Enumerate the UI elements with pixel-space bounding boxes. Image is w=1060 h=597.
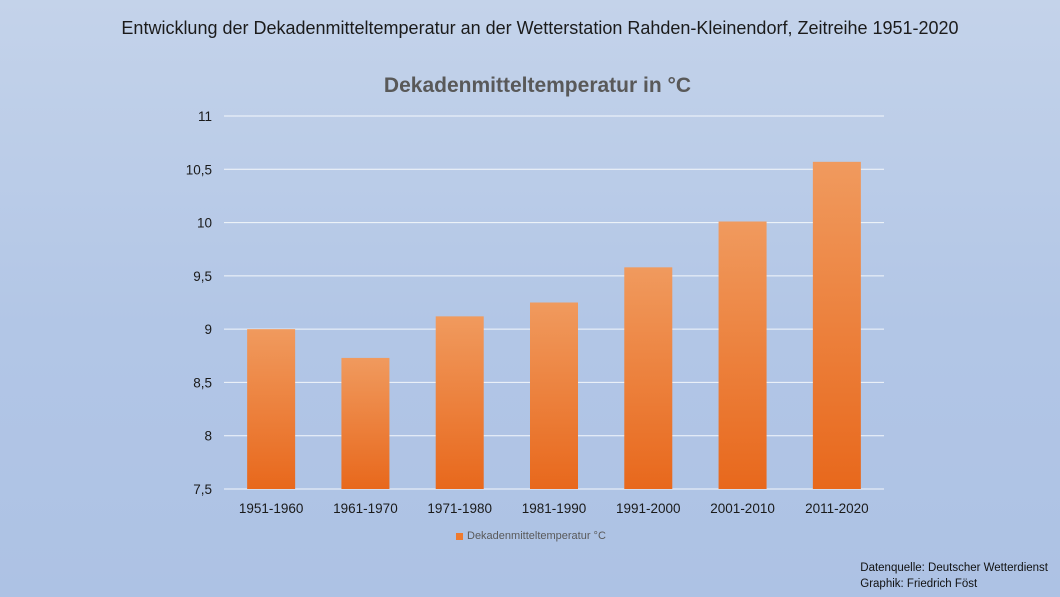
bar-1951-1960 <box>247 329 296 489</box>
figure-headline: Entwicklung der Dekadenmitteltemperatur … <box>121 18 959 38</box>
bar-2001-2010 <box>718 221 767 489</box>
chart-title: Dekadenmitteltemperatur in °C <box>383 74 692 97</box>
y-tick-label: 8,5 <box>193 375 212 390</box>
y-tick-label: 9 <box>204 322 212 337</box>
x-axis-tick-labels: 1951-1960 1961-1970 1971-1980 1981-1990 1991… <box>239 501 869 516</box>
footer-credits: Datenquelle: Deutscher Wetterdienst Grap… <box>860 560 1048 592</box>
y-tick-label: 7,5 <box>193 482 212 497</box>
bar-2011-2020 <box>812 161 861 489</box>
x-tick-label: 1991-2000 <box>616 501 681 516</box>
bar-1991-2000 <box>624 267 673 489</box>
gridlines <box>224 115 884 490</box>
x-tick-label: 1961-1970 <box>333 501 398 516</box>
legend: Dekadenmitteltemperatur °C <box>456 530 606 542</box>
y-axis-tick-labels: 7,5 8 8,5 9 9,5 10 10,5 11 <box>186 109 212 497</box>
bar-1961-1970 <box>341 357 390 489</box>
x-tick-label: 1971-1980 <box>427 501 492 516</box>
legend-swatch <box>456 532 463 540</box>
y-tick-label: 11 <box>198 109 212 124</box>
x-tick-label: 2011-2020 <box>805 501 869 516</box>
y-tick-label: 8 <box>204 429 212 444</box>
y-tick-label: 10,5 <box>186 162 212 177</box>
legend-label: Dekadenmitteltemperatur °C <box>467 530 606 542</box>
graphic-credit-text: Graphik: Friedrich Föst <box>860 578 978 590</box>
x-tick-label: 1981-1990 <box>522 501 587 516</box>
y-tick-label: 9,5 <box>193 269 212 284</box>
y-tick-label: 10 <box>197 216 212 231</box>
x-tick-label: 1951-1960 <box>239 501 304 516</box>
data-source-text: Datenquelle: Deutscher Wetterdienst <box>860 562 1048 574</box>
x-tick-label: 2001-2010 <box>710 501 775 516</box>
bar-1971-1980 <box>435 316 484 489</box>
bar-1981-1990 <box>530 302 578 489</box>
bars <box>247 161 861 489</box>
